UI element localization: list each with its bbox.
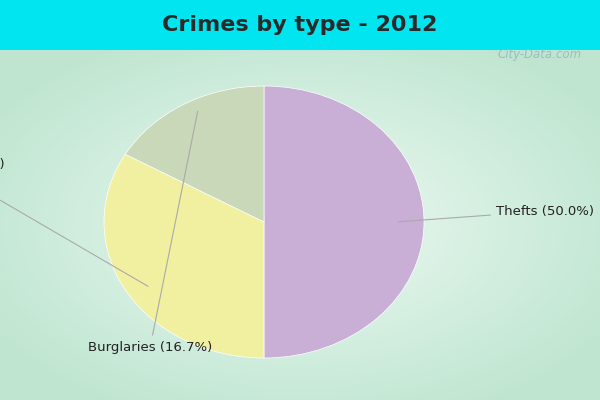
Wedge shape <box>264 86 424 358</box>
Text: Burglaries (16.7%): Burglaries (16.7%) <box>88 111 212 354</box>
Text: Thefts (50.0%): Thefts (50.0%) <box>398 205 594 222</box>
Wedge shape <box>125 86 264 222</box>
Wedge shape <box>104 154 264 358</box>
Text: City-Data.com: City-Data.com <box>498 48 582 61</box>
Text: Auto thefts (33.3%): Auto thefts (33.3%) <box>0 158 148 286</box>
Text: Crimes by type - 2012: Crimes by type - 2012 <box>163 15 437 35</box>
